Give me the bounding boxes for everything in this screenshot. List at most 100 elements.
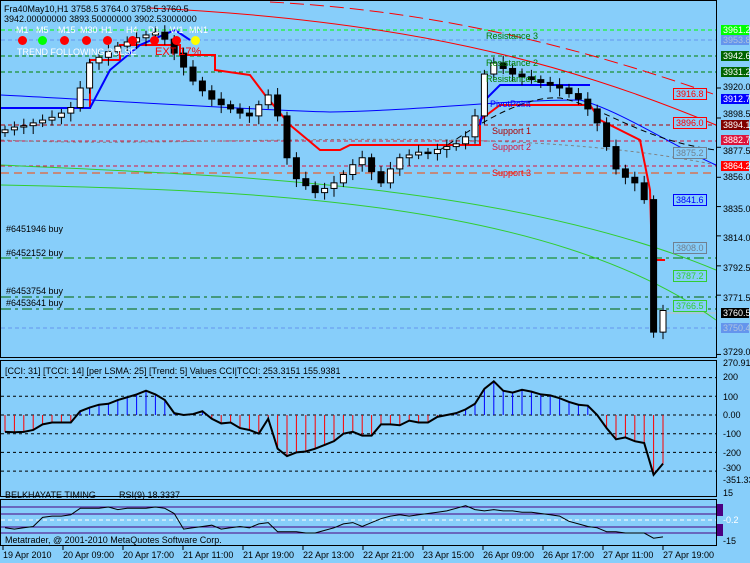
price-tag: 3912.7 (721, 94, 750, 104)
candle (490, 57, 498, 79)
price-tag: 3942.6 (721, 51, 750, 61)
signal-dot-icon (103, 36, 112, 45)
candle (255, 100, 263, 125)
envelope-red (149, 7, 717, 126)
candle (283, 111, 291, 165)
rsi-series (4, 505, 664, 539)
pivot-s3: Support 3 (492, 168, 532, 178)
price-tick: 3898.5 (723, 109, 750, 119)
candle (499, 55, 507, 75)
candle (20, 118, 28, 135)
timeframe-label: M15 (58, 25, 76, 35)
rsi-panel-frame (0, 499, 717, 546)
candle (424, 147, 432, 160)
cci-tick: 270.9146 (723, 358, 750, 368)
candle (245, 106, 253, 123)
candle (565, 83, 573, 98)
candle (462, 131, 470, 150)
signal-dot-icon (18, 36, 27, 45)
price-tag: 3882.7 (721, 135, 750, 145)
price-tick: 3877.5 (723, 146, 750, 156)
signal-dot-icon (82, 36, 91, 45)
candle (67, 101, 75, 122)
order-label[interactable]: #6453754 buy (6, 286, 64, 296)
pivot-r2: Resistance 2 (486, 58, 539, 68)
cci-series (4, 380, 664, 477)
cci-tick: 100 (723, 392, 739, 402)
candle (57, 108, 65, 125)
cci-tick: -100 (723, 429, 742, 439)
copyright: Metatrader, @ 2001-2010 MetaQuotes Softw… (5, 535, 222, 545)
candle (236, 103, 244, 119)
candle (612, 139, 620, 175)
candle (227, 100, 235, 114)
pivot-r3: Resistance 3 (486, 31, 539, 41)
pivot-s2: Support 2 (492, 142, 532, 152)
candle (433, 143, 441, 161)
cci-tick: -351.338 (723, 475, 750, 485)
candle (114, 41, 122, 56)
signal-dot-icon (150, 36, 159, 45)
price-tag: 3961.2 (721, 25, 750, 35)
indicator-curves (0, 1, 717, 321)
candle (584, 92, 592, 116)
lower-envelope-green-2 (0, 184, 717, 321)
candle (39, 114, 47, 128)
time-label: 20 Apr 17:00 (123, 550, 175, 560)
level-box: 3808.0 (673, 242, 707, 254)
upper-envelope-red (269, 1, 717, 96)
candle (161, 25, 169, 45)
candle (330, 175, 338, 197)
candle (86, 58, 94, 94)
price-tick: 3729.0 (723, 347, 750, 357)
tcci-line (4, 380, 664, 477)
ext-label: EXT 17% (155, 46, 202, 58)
order-label[interactable]: #6453641 buy (6, 298, 64, 308)
timeframe-label: MN1 (189, 25, 209, 35)
candle (104, 44, 112, 66)
candle (358, 150, 366, 172)
order-label[interactable]: #6452152 buy (6, 248, 64, 258)
rsi-tick: -0.2 (723, 515, 739, 525)
order-label[interactable]: #6451946 buy (6, 224, 64, 234)
candle (349, 159, 357, 181)
level-lines (1, 29, 716, 329)
rsi-line (4, 505, 664, 539)
price-tick: 3771.5 (723, 293, 750, 303)
candle (142, 30, 150, 47)
cci-panel-frame (0, 360, 717, 497)
signal-dot-icon (128, 36, 137, 45)
candle (302, 171, 310, 190)
price-tag: 3864.2 (721, 161, 750, 171)
timeframe-label: H4 (126, 25, 138, 35)
timeframe-label: W1 (170, 25, 184, 35)
level-box: 3787.2 (673, 270, 707, 282)
price-tick: 3835.0 (723, 204, 750, 214)
rsi-levels (1, 504, 723, 536)
time-label: 26 Apr 17:00 (543, 550, 595, 560)
level-box: 3896.0 (673, 117, 707, 129)
timeframe-label: M30 (80, 25, 98, 35)
candles (1, 25, 667, 340)
time-label: 22 Apr 21:00 (363, 550, 415, 560)
candle (509, 64, 517, 82)
candle (10, 121, 18, 136)
cci-title: [CCI: 31] [TCCI: 14] [per LSMA: 25] [Tre… (5, 366, 341, 376)
cci-tick: 0.00 (723, 410, 741, 420)
price-tick: 3792.5 (723, 263, 750, 273)
belkhayate-title: BELKHAYATE TIMING (5, 490, 96, 500)
timeframe-label: D1 (148, 25, 160, 35)
time-label: 19 Apr 2010 (3, 550, 52, 560)
candle (311, 181, 319, 199)
candle (76, 81, 84, 112)
ma-blue (0, 94, 717, 166)
pivot-line-blue (1, 28, 191, 109)
candle (189, 60, 197, 86)
cci-tick: -300 (723, 463, 742, 473)
indicator-values: 3942.00000000 3893.50000000 3902.5300000… (4, 14, 197, 24)
timeframe-label: H1 (101, 25, 113, 35)
price-tag: 3894.1 (721, 120, 750, 130)
candle (321, 182, 329, 200)
candle (29, 118, 37, 135)
